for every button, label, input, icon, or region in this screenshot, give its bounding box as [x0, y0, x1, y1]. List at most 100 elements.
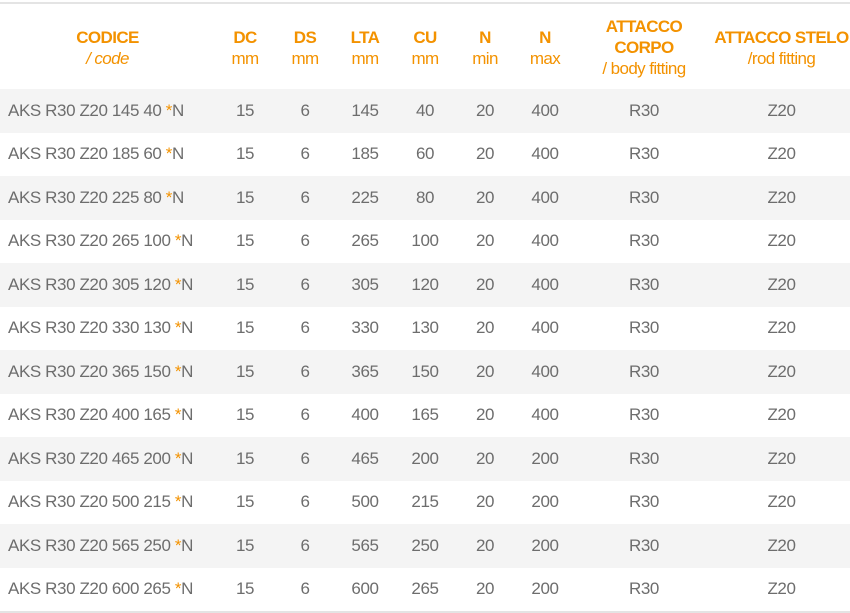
cell-nmax: 400: [531, 318, 559, 338]
asterisk-marker: *: [174, 579, 182, 599]
cell-nmax: 400: [531, 405, 559, 425]
cell-lta: 225: [351, 187, 379, 207]
header-subtitle: max: [529, 48, 561, 68]
code-suffix: N: [181, 579, 193, 599]
cell-dc: 15: [235, 100, 255, 120]
cell-ds: 6: [300, 361, 310, 381]
header-title: LTA: [350, 27, 380, 47]
header-dc: DC mm: [215, 3, 275, 89]
asterisk-marker: *: [174, 361, 182, 381]
header-subtitle: min: [472, 48, 498, 68]
asterisk-marker: *: [174, 448, 182, 468]
table-row: AKS R30 Z20 145 40 *N 15 6 145 40 20 400 R30 Z20: [0, 89, 850, 133]
code-text: AKS R30 Z20 600 265: [8, 579, 175, 599]
cell-lta: 500: [351, 492, 379, 512]
cell-nmax: 200: [531, 535, 559, 555]
cell-cu: 120: [411, 274, 439, 294]
code-suffix: N: [181, 405, 193, 425]
cell-ds: 6: [300, 579, 310, 599]
header-title: DC: [233, 27, 257, 47]
cell-code: AKS R30 Z20 565 250 *N: [0, 524, 215, 568]
header-lta: LTA mm: [335, 3, 395, 89]
cell-nmin: 20: [475, 274, 495, 294]
table-row: AKS R30 Z20 400 165 *N 15 6 400 165 20 400 R30 Z…: [0, 394, 850, 438]
cell-code: AKS R30 Z20 400 165 *N: [0, 394, 215, 438]
cell-dc: 15: [235, 405, 255, 425]
code-text: AKS R30 Z20 565 250: [8, 535, 175, 555]
asterisk-marker: *: [174, 535, 182, 555]
cell-nmin: 20: [475, 405, 495, 425]
cell-dc: 15: [235, 231, 255, 251]
header-title: DS: [293, 27, 317, 47]
cell-nmin: 20: [475, 492, 495, 512]
header-title: ATTACCO STELO: [714, 27, 849, 47]
cell-cu: 150: [411, 361, 439, 381]
cell-stelo: Z20: [767, 535, 796, 555]
cell-code: AKS R30 Z20 185 60 *N: [0, 133, 215, 177]
cell-nmax: 400: [531, 231, 559, 251]
header-subtitle: / body fitting: [602, 59, 686, 78]
cell-corpo: R30: [629, 231, 659, 251]
cell-lta: 600: [351, 579, 379, 599]
cell-code: AKS R30 Z20 465 200 *N: [0, 437, 215, 481]
cell-cu: 130: [411, 318, 439, 338]
table-row: AKS R30 Z20 600 265 *N 15 6 600 265 20 200 R30 Z…: [0, 568, 850, 613]
cell-lta: 465: [351, 448, 379, 468]
asterisk-marker: *: [174, 318, 182, 338]
code-suffix: N: [181, 231, 193, 251]
code-text: AKS R30 Z20 365 150: [8, 361, 175, 381]
cell-corpo: R30: [629, 187, 659, 207]
cell-lta: 330: [351, 318, 379, 338]
header-cu: CU mm: [395, 3, 455, 89]
cell-corpo: R30: [629, 448, 659, 468]
table-row: AKS R30 Z20 330 130 *N 15 6 330 130 20 400 R30 Z…: [0, 307, 850, 351]
header-title: CU: [413, 27, 437, 47]
cell-stelo: Z20: [767, 448, 796, 468]
cell-code: AKS R30 Z20 145 40 *N: [0, 89, 215, 133]
cell-cu: 215: [411, 492, 439, 512]
cell-lta: 305: [351, 274, 379, 294]
code-suffix: N: [172, 144, 184, 164]
cell-nmin: 20: [475, 100, 495, 120]
code-suffix: N: [181, 274, 193, 294]
cell-nmax: 400: [531, 274, 559, 294]
cell-lta: 265: [351, 231, 379, 251]
cell-cu: 265: [411, 579, 439, 599]
code-suffix: N: [181, 492, 193, 512]
header-ds: DS mm: [275, 3, 335, 89]
cell-nmin: 20: [475, 231, 495, 251]
header-title: N: [539, 27, 551, 47]
cell-dc: 15: [235, 448, 255, 468]
cell-stelo: Z20: [767, 274, 796, 294]
cell-dc: 15: [235, 535, 255, 555]
header-title: ATTACCO CORPO: [605, 17, 683, 57]
cell-code: AKS R30 Z20 600 265 *N: [0, 568, 215, 613]
cell-stelo: Z20: [767, 492, 796, 512]
header-body-fitting: ATTACCO CORPO / body fitting: [575, 3, 713, 89]
cell-ds: 6: [300, 448, 310, 468]
cell-ds: 6: [300, 535, 310, 555]
cell-nmin: 20: [475, 361, 495, 381]
cell-lta: 400: [351, 405, 379, 425]
cell-ds: 6: [300, 187, 310, 207]
cell-corpo: R30: [629, 100, 659, 120]
cell-dc: 15: [235, 187, 255, 207]
code-text: AKS R30 Z20 500 215: [8, 492, 175, 512]
header-code: CODICE / code: [0, 3, 215, 89]
header-subtitle: mm: [291, 48, 319, 68]
cell-lta: 185: [351, 144, 379, 164]
asterisk-marker: *: [165, 187, 173, 207]
cell-stelo: Z20: [767, 231, 796, 251]
cell-nmax: 400: [531, 361, 559, 381]
cell-ds: 6: [300, 492, 310, 512]
cell-nmin: 20: [475, 318, 495, 338]
code-text: AKS R30 Z20 305 120: [8, 274, 175, 294]
cell-cu: 250: [411, 535, 439, 555]
cell-dc: 15: [235, 492, 255, 512]
cell-nmin: 20: [475, 144, 495, 164]
code-suffix: N: [181, 448, 193, 468]
asterisk-marker: *: [174, 492, 182, 512]
cell-stelo: Z20: [767, 318, 796, 338]
table-row: AKS R30 Z20 305 120 *N 15 6 305 120 20 400 R30 Z…: [0, 263, 850, 307]
